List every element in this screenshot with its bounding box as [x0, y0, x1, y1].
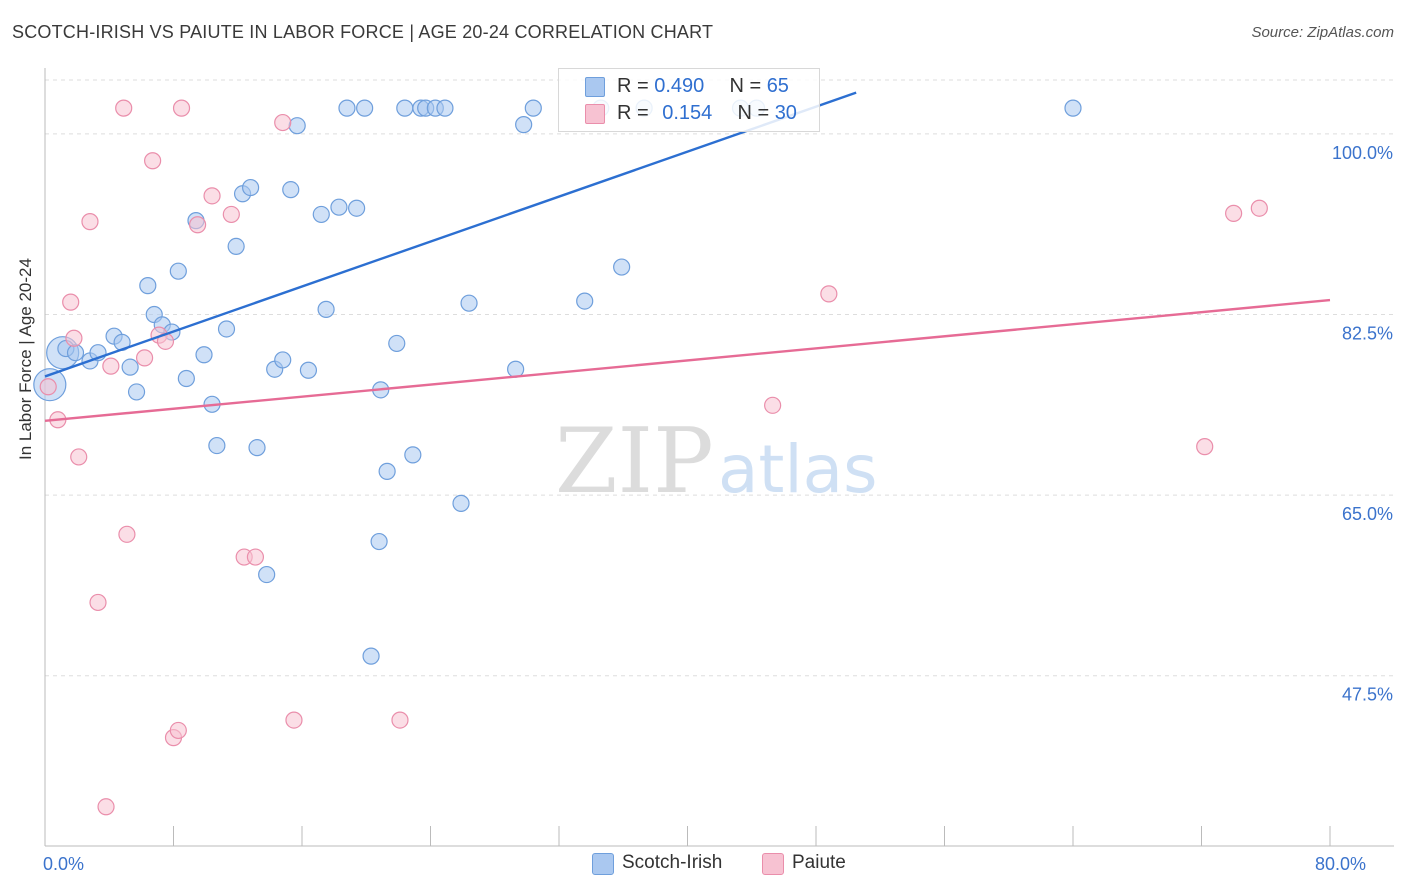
data-point-paiute	[1225, 204, 1243, 222]
data-point-paiute	[39, 378, 57, 396]
data-point-paiute	[391, 711, 409, 729]
data-point-scotch-irish	[282, 181, 300, 199]
data-point-paiute	[144, 152, 162, 170]
data-point-paiute	[1196, 438, 1214, 456]
bottom-legend-label-scotch-irish: Scotch-Irish	[622, 852, 723, 873]
data-point-paiute	[89, 593, 107, 612]
bottom-legend-label-paiute: Paiute	[792, 852, 846, 873]
data-point-scotch-irish	[613, 258, 631, 276]
data-point-scotch-irish	[169, 262, 187, 280]
data-point-scotch-irish	[208, 436, 226, 455]
x-tick-label: 80.0%	[1315, 854, 1366, 874]
data-point-scotch-irish	[258, 565, 276, 584]
data-point-scotch-irish	[121, 358, 139, 376]
legend-r-value: 0.154	[662, 102, 713, 124]
y-tick-label: 100.0%	[1332, 143, 1393, 163]
legend-n-label: N =	[737, 102, 775, 124]
data-point-scotch-irish	[348, 199, 366, 217]
data-point-paiute	[102, 357, 120, 375]
data-point-scotch-irish	[274, 351, 292, 369]
data-point-scotch-irish	[370, 532, 388, 551]
data-point-scotch-irish	[378, 462, 396, 480]
data-point-scotch-irish	[317, 300, 335, 318]
data-point-scotch-irish	[139, 277, 157, 295]
data-point-scotch-irish	[356, 99, 374, 117]
legend-r-value: 0.490	[654, 75, 705, 97]
chart-title: SCOTCH-IRISH VS PAIUTE IN LABOR FORCE | …	[12, 22, 714, 42]
data-point-paiute	[81, 213, 99, 231]
data-point-scotch-irish	[452, 494, 470, 512]
y-tick-label: 47.5%	[1342, 685, 1393, 705]
data-point-paiute	[118, 525, 136, 543]
correlation-legend: R = 0.490 N = 65 R = 0.154 N = 30	[558, 68, 820, 132]
data-point-paiute	[172, 99, 191, 117]
trendline-paiute	[44, 298, 1331, 423]
y-tick-label: 65.0%	[1342, 504, 1393, 524]
data-point-scotch-irish	[299, 361, 318, 379]
data-point-scotch-irish	[338, 99, 356, 117]
data-point-scotch-irish	[330, 198, 348, 216]
data-point-paiute	[135, 349, 154, 367]
data-point-scotch-irish	[312, 205, 330, 224]
legend-swatch-scotch-irish	[585, 77, 605, 97]
data-point-scotch-irish	[396, 99, 414, 117]
data-point-scotch-irish	[388, 334, 406, 353]
data-point-paiute	[169, 721, 187, 740]
data-point-scotch-irish	[242, 178, 260, 197]
data-point-paiute	[70, 448, 88, 466]
data-point-paiute	[65, 329, 83, 347]
watermark-atlas: atlas	[718, 431, 878, 508]
x-tick-label: 0.0%	[43, 854, 84, 874]
source-label: Source: ZipAtlas.com	[1251, 24, 1394, 41]
data-point-paiute	[274, 113, 292, 132]
data-point-scotch-irish	[227, 237, 245, 256]
data-point-scotch-irish	[1064, 99, 1082, 117]
legend-r-label: R =	[617, 75, 655, 97]
legend-row-scotch-irish: R = 0.490 N = 65	[617, 75, 789, 98]
y-tick-label: 82.5%	[1342, 324, 1393, 344]
legend-n-value: 30	[774, 102, 797, 124]
data-point-paiute	[115, 99, 133, 117]
watermark-zip: ZIP	[555, 409, 714, 514]
legend-r-label: R =	[617, 102, 655, 124]
data-point-scotch-irish	[127, 383, 146, 401]
data-point-paiute	[62, 293, 80, 311]
legend-n-value: 65	[766, 75, 789, 97]
data-point-scotch-irish	[524, 99, 542, 117]
data-point-scotch-irish	[248, 439, 266, 457]
y-axis-label: In Labor Force | Age 20-24	[16, 258, 35, 460]
data-point-scotch-irish	[515, 116, 533, 134]
data-point-scotch-irish	[66, 344, 85, 362]
data-point-paiute	[246, 548, 265, 566]
data-point-scotch-irish	[217, 320, 236, 338]
bottom-legend-swatch-paiute	[762, 853, 784, 875]
bottom-legend-swatch-scotch-irish	[592, 853, 614, 875]
data-point-scotch-irish	[288, 117, 306, 135]
data-point-paiute	[222, 205, 240, 224]
data-point-paiute	[1250, 199, 1268, 217]
legend-row-paiute: R = 0.154 N = 30	[617, 102, 797, 125]
data-point-paiute	[97, 798, 115, 816]
data-point-paiute	[820, 285, 838, 303]
data-point-paiute	[203, 187, 221, 205]
data-point-scotch-irish	[507, 360, 525, 378]
data-point-paiute	[764, 396, 782, 414]
data-point-paiute	[285, 711, 303, 729]
trendline-scotch-irish	[44, 91, 857, 378]
data-point-scotch-irish	[576, 292, 594, 310]
data-point-paiute	[188, 216, 207, 234]
legend-swatch-paiute	[585, 104, 605, 124]
data-point-scotch-irish	[362, 647, 380, 665]
data-point-scotch-irish	[404, 446, 422, 464]
data-point-scotch-irish	[460, 294, 478, 312]
data-point-scotch-irish	[177, 369, 195, 388]
data-point-scotch-irish	[436, 99, 454, 117]
data-point-scotch-irish	[195, 346, 213, 364]
legend-n-label: N =	[729, 75, 767, 97]
